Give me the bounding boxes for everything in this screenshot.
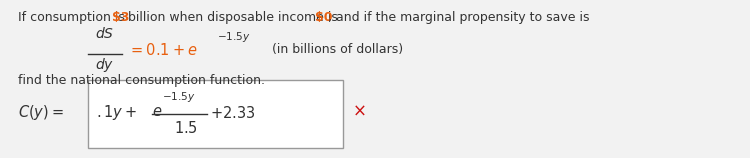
Text: , and if the marginal propensity to save is: , and if the marginal propensity to save…	[328, 11, 590, 24]
Text: $dy$: $dy$	[95, 56, 114, 74]
Text: $+ 2.33$: $+ 2.33$	[210, 105, 256, 121]
Text: $e$: $e$	[152, 103, 162, 118]
Text: $C(y) =$: $C(y) =$	[18, 103, 64, 122]
Text: $3: $3	[112, 11, 129, 24]
Text: $= 0.1 + e$: $= 0.1 + e$	[128, 42, 197, 58]
Text: $-1.5y$: $-1.5y$	[217, 30, 250, 44]
Text: $.1y +$: $.1y +$	[96, 103, 137, 122]
Text: $-1.5y$: $-1.5y$	[162, 90, 196, 104]
Text: (in billions of dollars): (in billions of dollars)	[272, 43, 404, 57]
Text: If consumption is: If consumption is	[18, 11, 129, 24]
Bar	[88, 80, 343, 148]
Text: billion when disposable income is: billion when disposable income is	[124, 11, 342, 24]
Text: $1.5$: $1.5$	[174, 120, 198, 136]
Text: $\times$: $\times$	[352, 102, 366, 120]
Text: $dS$: $dS$	[95, 26, 114, 41]
Text: $0: $0	[315, 11, 332, 24]
Text: find the national consumption function.: find the national consumption function.	[18, 74, 265, 87]
